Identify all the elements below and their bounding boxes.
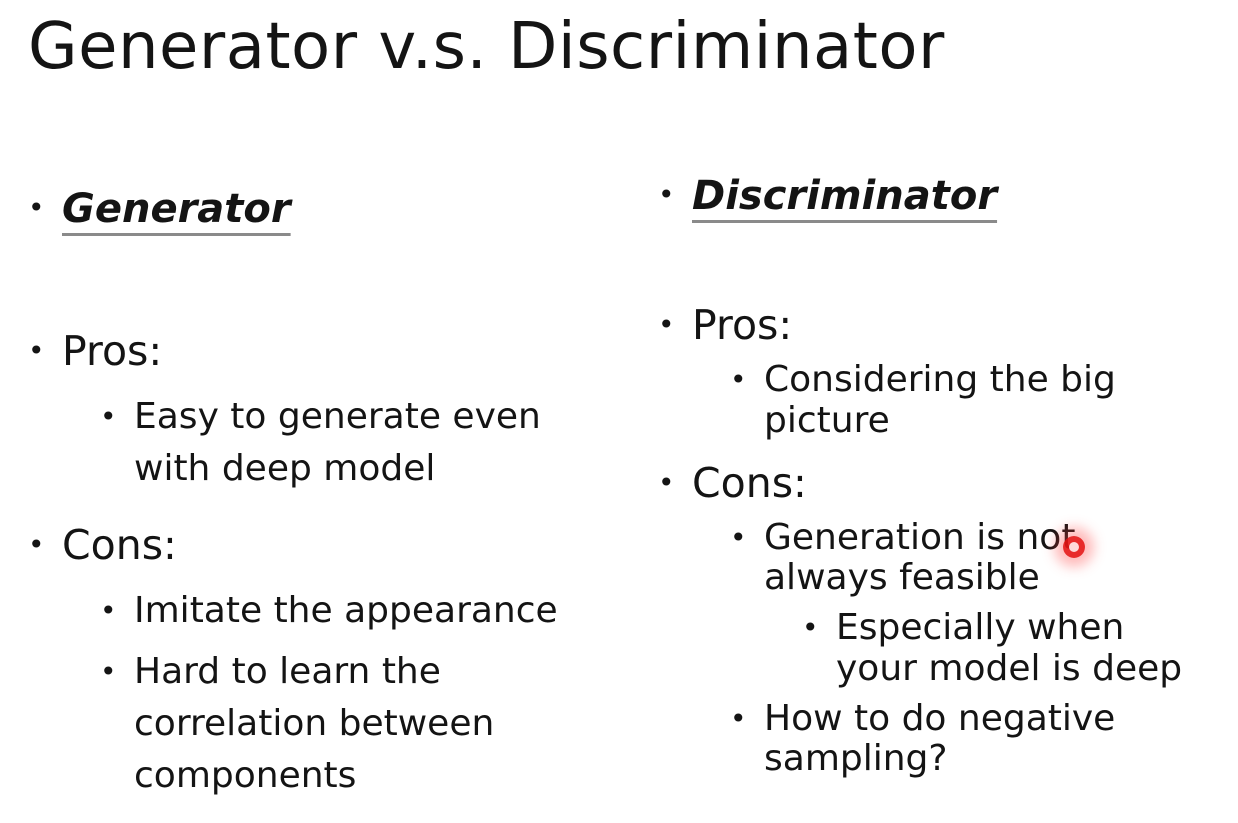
generator-con-line: correlation between <box>134 703 495 744</box>
generator-cons-label-item: • Cons: <box>28 521 177 569</box>
discriminator-pro-line: Considering the big <box>764 359 1116 400</box>
bullet-glyph: • <box>802 611 819 644</box>
generator-pro-item: • Easy to generate even <box>100 395 541 439</box>
discriminator-con-line: How to do negative <box>764 698 1116 739</box>
generator-pro-line: Easy to generate even <box>134 396 541 437</box>
bullet-glyph: • <box>100 400 117 433</box>
bullet-glyph: • <box>28 528 45 561</box>
discriminator-con-sub-item: • Especially when <box>802 606 1125 650</box>
bullet-glyph: • <box>658 178 675 211</box>
discriminator-con-line: Generation is not <box>764 517 1076 558</box>
generator-con-line: Imitate the appearance <box>134 590 558 631</box>
discriminator-con-line: sampling? <box>764 738 948 779</box>
bullet-glyph: • <box>658 308 675 341</box>
discriminator-pros-label-item: • Pros: <box>658 301 793 349</box>
discriminator-cons-label-item: • Cons: <box>658 459 807 507</box>
generator-con-item: • Hard to learn the <box>100 650 441 694</box>
discriminator-con-item: • Generation is not <box>730 516 1076 560</box>
discriminator-con-item: • How to do negative <box>730 697 1116 741</box>
bullet-glyph: • <box>100 655 117 688</box>
generator-heading: Generator <box>62 186 291 232</box>
generator-cons-label: Cons: <box>62 521 177 569</box>
generator-con-line: Hard to learn the <box>134 651 441 692</box>
discriminator-heading: Discriminator <box>692 173 998 219</box>
discriminator-pro-item: • Considering the big <box>730 358 1116 402</box>
discriminator-pro-line: picture <box>764 400 890 441</box>
bullet-glyph: • <box>100 594 117 627</box>
discriminator-con-sub-line: your model is deep <box>836 648 1183 689</box>
bullet-glyph: • <box>730 363 747 396</box>
slide-title: Generator v.s. Discriminator <box>28 10 945 84</box>
laser-pointer-cursor <box>1063 536 1085 558</box>
discriminator-cons-label: Cons: <box>692 459 807 507</box>
generator-pros-label: Pros: <box>62 327 163 375</box>
generator-con-item: • Imitate the appearance <box>100 589 558 633</box>
bullet-glyph: • <box>658 466 675 499</box>
bullet-glyph: • <box>730 702 747 735</box>
discriminator-con-line: always feasible <box>764 557 1040 598</box>
discriminator-heading-item: • Discriminator <box>658 173 998 219</box>
generator-con-line: components <box>134 755 357 796</box>
discriminator-con-sub-line: Especially when <box>836 607 1125 648</box>
bullet-glyph: • <box>28 191 45 224</box>
generator-pros-label-item: • Pros: <box>28 327 163 375</box>
bullet-glyph: • <box>28 334 45 367</box>
bullet-glyph: • <box>730 521 747 554</box>
discriminator-pros-label: Pros: <box>692 301 793 349</box>
generator-pro-line: with deep model <box>134 448 436 489</box>
generator-heading-item: • Generator <box>28 186 291 232</box>
